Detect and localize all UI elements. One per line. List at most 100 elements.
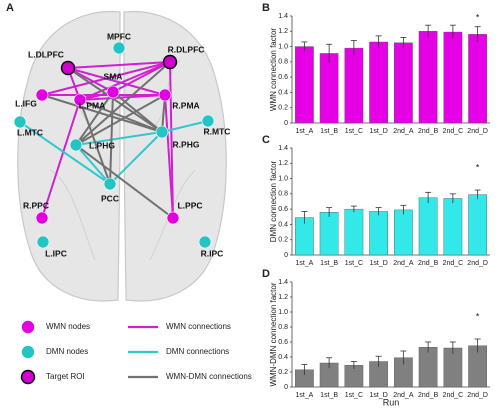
node: [36, 235, 50, 249]
x-tick-label: 1st_A: [295, 392, 313, 399]
connection: [164, 94, 174, 219]
x-tick-label: 2nd_A: [393, 392, 414, 399]
node-label: R.PMA: [172, 100, 199, 110]
node-label: L.PHG: [89, 140, 115, 150]
legend-label: Target ROI: [46, 372, 85, 381]
annotation: *: [476, 12, 480, 22]
error-bar: [425, 191, 432, 204]
bar: [369, 211, 388, 256]
node-label: L.IPC: [45, 248, 67, 258]
node-label: L.MTC: [17, 127, 43, 137]
connection: [112, 61, 171, 93]
node: [158, 88, 172, 102]
x-tick-label: 2nd_A: [393, 128, 414, 135]
y-tick-label: 1.0: [278, 175, 288, 182]
node: [162, 54, 178, 70]
connection: [67, 67, 163, 133]
error-bar: [301, 364, 308, 375]
panel-label: C: [262, 134, 270, 146]
connection: [169, 61, 174, 219]
node: [106, 85, 120, 99]
y-tick-label: 1.0: [278, 309, 288, 316]
y-tick-label: 1.2: [278, 160, 288, 167]
error-bar: [400, 350, 407, 365]
connection: [19, 121, 111, 185]
connection: [75, 144, 111, 185]
error-bar: [474, 189, 481, 200]
bar: [344, 208, 364, 256]
bar: [418, 197, 438, 256]
x-tick-label: 2nd_B: [418, 260, 439, 267]
panel-label: A: [6, 2, 14, 14]
connection: [79, 99, 111, 185]
connection: [67, 67, 166, 96]
x-tick-label: 2nd_C: [443, 260, 464, 267]
x-tick-label: 1st_D: [369, 392, 387, 399]
bar: [394, 42, 413, 124]
y-tick-label: 1.2: [278, 294, 288, 301]
y-tick-label: 0.2: [278, 105, 288, 112]
node: [112, 41, 126, 55]
y-tick-label: 1.4: [278, 145, 288, 152]
x-tick-label: 1st_C: [345, 392, 363, 399]
node: [103, 177, 117, 191]
node-label: R.DLPFC: [168, 44, 205, 54]
node-label: R.IPC: [201, 248, 224, 258]
x-tick-label: 2nd_A: [393, 260, 414, 267]
error-bar: [326, 357, 333, 369]
node-label: MPFC: [107, 31, 131, 41]
error-bar: [474, 26, 481, 42]
x-axis-label: Run: [383, 397, 400, 407]
y-tick-label: 0: [284, 252, 288, 259]
node-label: L.IFG: [15, 98, 37, 108]
node: [201, 114, 215, 128]
bar: [319, 211, 339, 256]
error-bar: [375, 207, 382, 216]
node-label: R.PHG: [173, 139, 200, 149]
x-tick-label: 1st_C: [345, 128, 363, 135]
bar: [295, 46, 314, 124]
node-label: L.PPC: [177, 200, 202, 210]
bar: [468, 194, 487, 256]
legend-node: [21, 345, 35, 359]
y-tick-label: 1.4: [278, 13, 288, 20]
error-bar: [350, 205, 357, 213]
bar: [443, 198, 463, 256]
y-tick-label: 0.2: [278, 369, 288, 376]
node: [73, 93, 87, 107]
connection: [75, 144, 174, 219]
node: [60, 60, 76, 76]
y-tick-label: 0.6: [278, 74, 288, 81]
node-label: R.MTC: [204, 126, 231, 136]
error-bar: [350, 361, 357, 369]
node: [198, 235, 212, 249]
error-bar: [449, 193, 456, 204]
y-tick-label: 0: [284, 120, 288, 127]
y-tick-label: 1.4: [278, 279, 288, 286]
x-tick-label: 2nd_D: [467, 128, 488, 135]
node-label: L.DLPFC: [28, 49, 64, 59]
x-tick-label: 2nd_D: [467, 260, 488, 267]
connections: [19, 61, 209, 219]
y-tick-label: 0.4: [278, 89, 288, 96]
node-label: PCC: [101, 193, 119, 203]
legend-node: [21, 320, 35, 334]
bar: [369, 41, 388, 124]
error-bar: [449, 341, 456, 354]
x-tick-label: 2nd_B: [418, 128, 439, 135]
x-tick-label: 1st_D: [369, 260, 387, 267]
y-tick-label: 0.4: [278, 221, 288, 228]
connection: [75, 91, 114, 146]
node: [166, 211, 180, 225]
node: [155, 125, 169, 139]
x-tick-label: 1st_A: [295, 260, 313, 267]
node-label: SMA: [104, 71, 123, 81]
y-tick-label: 1.2: [278, 28, 288, 35]
legend-label: DMN connections: [166, 347, 229, 356]
annotation: *: [476, 311, 480, 321]
legend-label: WMN-DMN connections: [166, 372, 252, 381]
node-label: L.PMA: [79, 100, 105, 110]
bar: [394, 209, 413, 256]
y-tick-label: 0.2: [278, 237, 288, 244]
right-hemisphere: [123, 10, 227, 302]
